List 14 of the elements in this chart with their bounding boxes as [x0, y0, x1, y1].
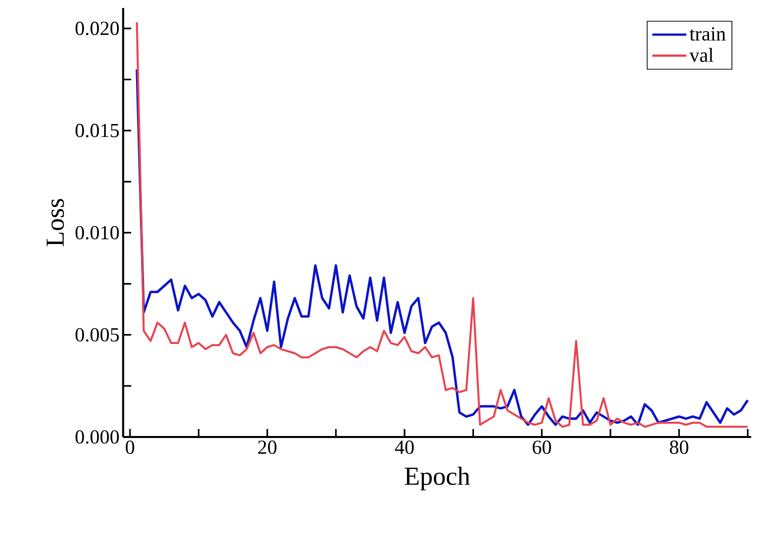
- y-tick-label: 0.015: [76, 124, 119, 138]
- x-tick-label: 60: [532, 440, 552, 454]
- x-tick-label: 20: [258, 440, 276, 454]
- legend-label: val: [689, 48, 714, 62]
- legend-label: train: [690, 27, 726, 41]
- x-tick-label: 80: [670, 440, 688, 454]
- x-tick-label: 40: [394, 440, 414, 454]
- x-axis-title: Epoch: [404, 466, 470, 490]
- x-tick-label: 0: [126, 440, 134, 454]
- y-tick-label: 0.010: [76, 226, 119, 240]
- y-axis-title: Loss: [46, 198, 64, 246]
- y-tick-label: 0.005: [76, 328, 119, 342]
- y-tick-label: 0.020: [76, 22, 119, 36]
- y-tick-label: 0.000: [76, 430, 119, 444]
